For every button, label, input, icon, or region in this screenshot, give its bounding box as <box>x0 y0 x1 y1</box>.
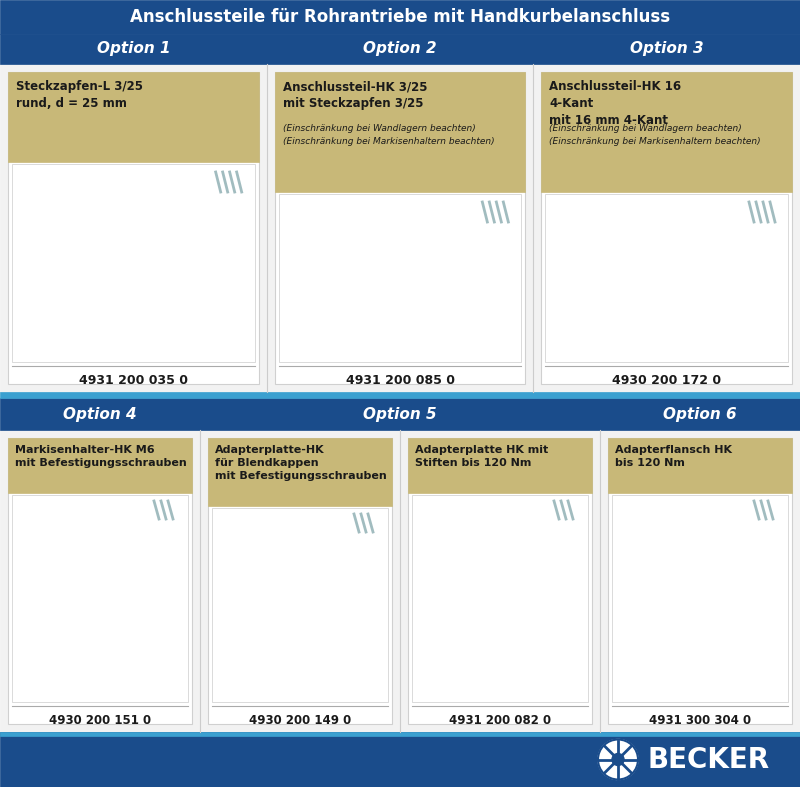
Bar <box>542 72 792 192</box>
Circle shape <box>598 740 638 779</box>
Text: 4930 200 151 0: 4930 200 151 0 <box>49 714 151 727</box>
Text: BECKER: BECKER <box>648 745 770 774</box>
Bar <box>278 194 522 362</box>
Bar <box>408 438 592 493</box>
Bar <box>0 64 800 392</box>
Bar <box>0 732 800 787</box>
Circle shape <box>612 753 624 766</box>
Text: Steckzapfen-L 3/25
rund, d = 25 mm: Steckzapfen-L 3/25 rund, d = 25 mm <box>16 80 143 110</box>
Bar <box>608 438 792 493</box>
Bar <box>12 495 188 702</box>
Text: Adapterflansch HK
bis 120 Nm: Adapterflansch HK bis 120 Nm <box>615 445 732 468</box>
Text: Anschlussteil-HK 3/25
mit Steckzapfen 3/25: Anschlussteil-HK 3/25 mit Steckzapfen 3/… <box>282 80 427 110</box>
Bar <box>0 0 800 34</box>
Bar <box>0 398 800 430</box>
Bar <box>8 438 192 493</box>
Text: 4930 200 172 0: 4930 200 172 0 <box>612 374 722 387</box>
Bar <box>542 72 792 384</box>
Text: (Einschränkung bei Markisenhaltern beachten): (Einschränkung bei Markisenhaltern beach… <box>282 137 494 146</box>
Text: Option 1: Option 1 <box>97 42 170 57</box>
Text: Markisenhalter-HK M6
mit Befestigungsschrauben: Markisenhalter-HK M6 mit Befestigungssch… <box>15 445 186 468</box>
Bar <box>12 164 254 362</box>
Bar <box>0 732 800 736</box>
Text: Anschlussteile für Rohrantriebe mit Handkurbelanschluss: Anschlussteile für Rohrantriebe mit Hand… <box>130 8 670 26</box>
Text: Option 6: Option 6 <box>663 407 737 422</box>
Bar <box>612 495 788 702</box>
Text: Option 5: Option 5 <box>363 407 437 422</box>
Text: 4931 200 035 0: 4931 200 035 0 <box>79 374 188 387</box>
Bar <box>408 438 592 724</box>
Text: 4931 300 304 0: 4931 300 304 0 <box>649 714 751 727</box>
Bar <box>8 438 192 724</box>
Bar <box>274 72 526 192</box>
Bar <box>208 438 392 506</box>
Text: Adapterplatte HK mit
Stiften bis 120 Nm: Adapterplatte HK mit Stiften bis 120 Nm <box>415 445 548 468</box>
Bar <box>0 34 800 64</box>
Text: Anschlussteil-HK 16
4-Kant
mit 16 mm 4-Kant: Anschlussteil-HK 16 4-Kant mit 16 mm 4-K… <box>550 80 682 127</box>
Text: (Einschränkung bei Wandlagern beachten): (Einschränkung bei Wandlagern beachten) <box>550 124 742 133</box>
Bar <box>412 495 588 702</box>
Text: (Einschränkung bei Wandlagern beachten): (Einschränkung bei Wandlagern beachten) <box>282 124 475 133</box>
Bar <box>608 438 792 724</box>
Bar <box>0 430 800 732</box>
Bar <box>274 72 526 384</box>
Text: 4931 200 085 0: 4931 200 085 0 <box>346 374 454 387</box>
Text: Adapterplatte-HK
für Blendkappen
mit Befestigungsschrauben: Adapterplatte-HK für Blendkappen mit Bef… <box>215 445 386 482</box>
Text: (Einschränkung bei Markisenhaltern beachten): (Einschränkung bei Markisenhaltern beach… <box>550 137 761 146</box>
Bar <box>8 72 258 384</box>
Text: 4931 200 082 0: 4931 200 082 0 <box>449 714 551 727</box>
Bar <box>0 392 800 398</box>
Text: Option 2: Option 2 <box>363 42 437 57</box>
Bar <box>546 194 788 362</box>
Bar <box>8 72 258 162</box>
Bar <box>208 438 392 724</box>
Text: Option 3: Option 3 <box>630 42 703 57</box>
Bar <box>212 508 388 702</box>
Text: 4930 200 149 0: 4930 200 149 0 <box>249 714 351 727</box>
Text: Option 4: Option 4 <box>63 407 137 422</box>
